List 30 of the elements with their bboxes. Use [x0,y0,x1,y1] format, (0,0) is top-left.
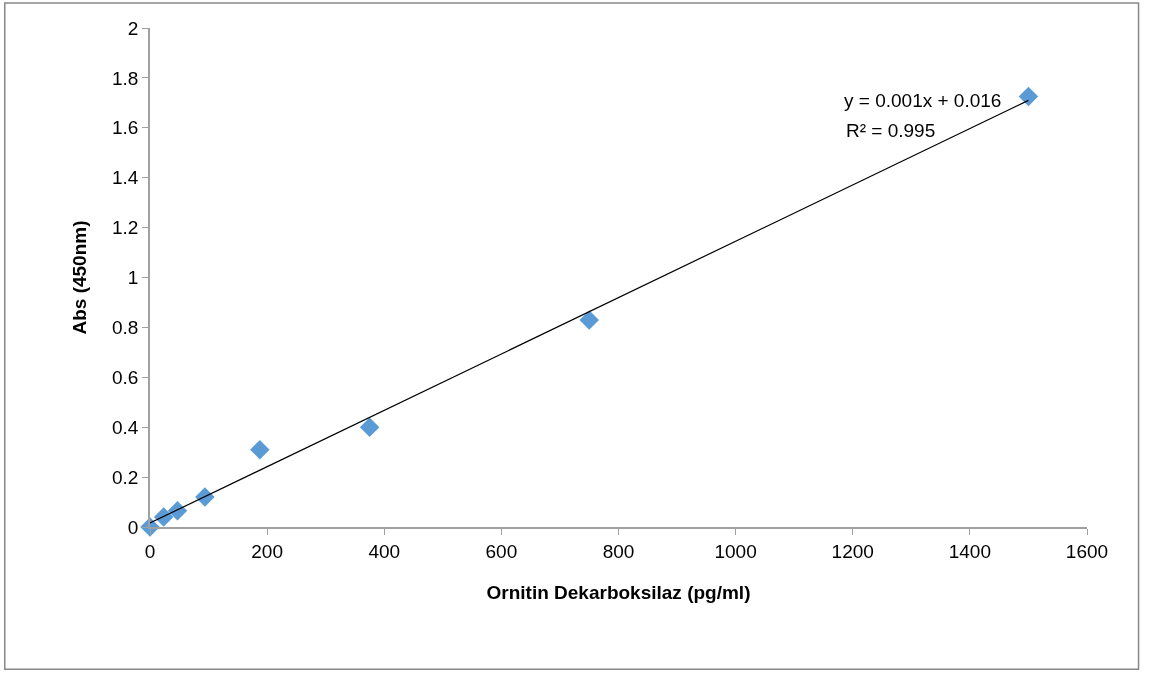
annotation: R² = 0.995 [846,120,936,141]
point [250,439,270,460]
y-tick-label: 0 [127,516,139,538]
y-axis-title: Abs (450nm) [69,220,91,335]
x-axis-title: Ornitin Dekarboksilaz (pg/ml) [486,581,751,603]
x-tick-label: 0 [144,540,156,562]
point [359,417,380,437]
y-tick-label: 1.8 [112,67,139,89]
x-tick-label: 400 [368,540,401,562]
y-tick-label: 0.2 [112,466,139,488]
point [1018,86,1039,107]
y-tick-label: 0.8 [112,317,139,339]
x-tick-label: 1200 [831,540,874,562]
x-tick-label: 1400 [948,540,992,562]
y-tick-label: 0.6 [112,366,139,388]
y-tick-label: 1.4 [112,167,139,189]
y-tick-label: 2 [127,17,139,39]
x-tick-label: 600 [485,540,518,562]
x-tick-label: 200 [251,540,283,562]
point [153,507,174,527]
y-tick-label: 0.4 [112,416,139,438]
annotation: y = 0.001x + 0.016 [844,90,1002,111]
x-tick-label: 1000 [714,540,757,562]
y-tick-label: 1.2 [112,217,139,239]
y-tick-label: 1 [127,267,139,289]
y-tick-label: 1.6 [112,117,139,139]
point [579,310,599,330]
point [167,501,188,521]
x-tick-label: 1600 [1065,540,1109,562]
x-tick-label: 800 [602,540,635,562]
